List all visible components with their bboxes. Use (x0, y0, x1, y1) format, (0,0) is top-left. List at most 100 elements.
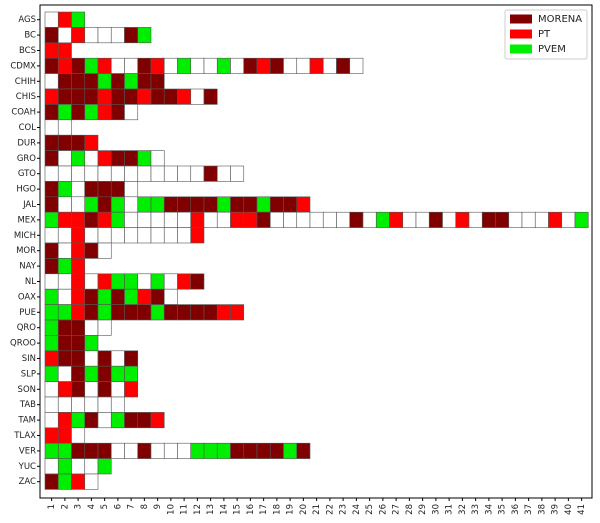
cell (124, 412, 139, 429)
cell (57, 11, 72, 28)
y-tick-label: NAY (19, 262, 37, 272)
cell (110, 396, 125, 413)
cell (163, 165, 178, 182)
cell (71, 104, 86, 121)
cell (336, 57, 351, 74)
cell (44, 473, 59, 490)
cell (521, 211, 536, 228)
y-tick-label: SON (18, 385, 36, 395)
cell (97, 211, 112, 228)
cell (428, 211, 443, 228)
cell (97, 27, 112, 44)
cell (84, 211, 99, 228)
cell (508, 211, 523, 228)
cell (256, 211, 271, 228)
cell (283, 442, 298, 459)
cell (177, 196, 192, 213)
cell (84, 365, 99, 382)
x-tick-label: 40 (564, 504, 574, 515)
cell (97, 458, 112, 475)
x-tick-label: 36 (511, 504, 521, 515)
cell (177, 211, 192, 228)
cell (110, 350, 125, 367)
cell (71, 473, 86, 490)
cell (57, 273, 72, 290)
cell (84, 150, 99, 167)
cell (71, 381, 86, 398)
cell (110, 211, 125, 228)
cell (309, 211, 324, 228)
cell (57, 319, 72, 336)
cell (177, 57, 192, 74)
cell (163, 288, 178, 305)
cell (44, 412, 59, 429)
y-tick-label: MOR (16, 246, 36, 256)
cell (84, 319, 99, 336)
cell (97, 442, 112, 459)
x-tick-label: 3 (74, 504, 84, 509)
cell (177, 88, 192, 105)
cell (71, 134, 86, 151)
cell (322, 57, 337, 74)
cell (163, 88, 178, 105)
cell (203, 196, 218, 213)
cell (190, 442, 205, 459)
cell (44, 227, 59, 244)
cell (84, 288, 99, 305)
cell (110, 288, 125, 305)
cell (243, 196, 258, 213)
cell (57, 227, 72, 244)
cell (44, 458, 59, 475)
cell (84, 473, 99, 490)
x-tick-label: 33 (471, 504, 481, 515)
x-tick-label: 10 (166, 504, 176, 515)
cell (84, 134, 99, 151)
cell (57, 57, 72, 74)
cell (190, 57, 205, 74)
cell (269, 57, 284, 74)
cell (336, 211, 351, 228)
cell (44, 42, 59, 59)
cell (57, 181, 72, 198)
cell (163, 304, 178, 321)
y-tick-label: TLAX (13, 431, 36, 441)
cell (57, 150, 72, 167)
cell (97, 304, 112, 321)
x-tick-label: 22 (325, 504, 335, 515)
cell (203, 57, 218, 74)
cell (150, 57, 165, 74)
cell (110, 73, 125, 90)
cell (124, 273, 139, 290)
cell (44, 319, 59, 336)
x-tick-label: 35 (498, 504, 508, 515)
cell (57, 458, 72, 475)
cell (97, 88, 112, 105)
cell (97, 181, 112, 198)
cell (177, 442, 192, 459)
cell (97, 412, 112, 429)
cell (177, 227, 192, 244)
cell (190, 227, 205, 244)
cell (455, 211, 470, 228)
cell (84, 27, 99, 44)
legend-label: MORENA (538, 14, 582, 25)
cell (110, 165, 125, 182)
cell (97, 381, 112, 398)
cell (137, 57, 152, 74)
x-tick-label: 9 (153, 504, 163, 509)
cell (150, 273, 165, 290)
cell (415, 211, 430, 228)
cell (203, 211, 218, 228)
cell (150, 227, 165, 244)
cell (97, 104, 112, 121)
cell (495, 211, 510, 228)
cell (57, 304, 72, 321)
cell (481, 211, 496, 228)
cell (84, 412, 99, 429)
y-tick-label: COAH (11, 108, 36, 118)
cell (44, 365, 59, 382)
cell (150, 150, 165, 167)
x-tick-label: 26 (378, 504, 388, 515)
cell (44, 57, 59, 74)
cell (203, 304, 218, 321)
